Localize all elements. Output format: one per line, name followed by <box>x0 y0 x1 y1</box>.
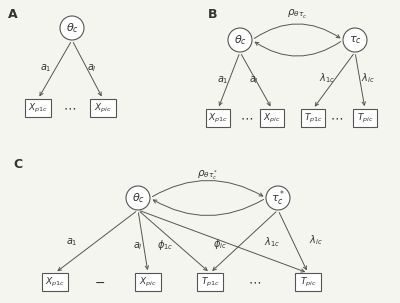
Text: B: B <box>208 8 218 21</box>
Text: $\cdots$: $\cdots$ <box>248 275 262 288</box>
Text: $T_{pic}$: $T_{pic}$ <box>300 275 316 288</box>
FancyBboxPatch shape <box>90 99 116 117</box>
Text: $\phi_{1c}$: $\phi_{1c}$ <box>157 238 173 252</box>
Text: $\cdots$: $\cdots$ <box>240 112 254 125</box>
Text: $\lambda_{1c}$: $\lambda_{1c}$ <box>319 71 335 85</box>
FancyBboxPatch shape <box>25 99 51 117</box>
Text: A: A <box>8 8 18 21</box>
Text: $T_{p1c}$: $T_{p1c}$ <box>304 112 322 125</box>
Text: $T_{pic}$: $T_{pic}$ <box>357 112 373 125</box>
Text: $\lambda_{ic}$: $\lambda_{ic}$ <box>361 71 375 85</box>
FancyBboxPatch shape <box>206 109 230 127</box>
Circle shape <box>228 28 252 52</box>
Text: $\theta_c$: $\theta_c$ <box>234 33 246 47</box>
Text: $\rho_{\theta\tau_c^*}$: $\rho_{\theta\tau_c^*}$ <box>198 168 218 182</box>
Text: $a_I$: $a_I$ <box>249 74 259 86</box>
Text: $X_{p1c}$: $X_{p1c}$ <box>208 112 228 125</box>
Text: $a_1$: $a_1$ <box>66 236 78 248</box>
Text: $X_{pic}$: $X_{pic}$ <box>139 275 157 288</box>
Text: $\phi_{ic}$: $\phi_{ic}$ <box>213 237 227 251</box>
FancyBboxPatch shape <box>301 109 325 127</box>
Circle shape <box>60 16 84 40</box>
Circle shape <box>126 186 150 210</box>
Circle shape <box>266 186 290 210</box>
Text: C: C <box>13 158 22 171</box>
Text: $a_1$: $a_1$ <box>217 74 229 86</box>
FancyBboxPatch shape <box>260 109 284 127</box>
Text: $\lambda_{ic}$: $\lambda_{ic}$ <box>309 233 323 247</box>
FancyBboxPatch shape <box>197 273 223 291</box>
Text: $X_{p1c}$: $X_{p1c}$ <box>28 102 48 115</box>
FancyBboxPatch shape <box>295 273 321 291</box>
Text: $\rho_{\theta\tau_c}$: $\rho_{\theta\tau_c}$ <box>287 8 307 21</box>
FancyBboxPatch shape <box>42 273 68 291</box>
Text: $X_{pic}$: $X_{pic}$ <box>263 112 281 125</box>
Text: $a_I$: $a_I$ <box>133 240 143 252</box>
Text: $\tau_c$: $\tau_c$ <box>348 34 362 46</box>
Text: $\theta_c$: $\theta_c$ <box>132 191 144 205</box>
Text: $\cdots$: $\cdots$ <box>330 112 344 125</box>
Text: $a_I$: $a_I$ <box>87 62 97 74</box>
Text: $-$: $-$ <box>94 275 106 288</box>
Text: $T_{p1c}$: $T_{p1c}$ <box>200 275 220 288</box>
Text: $\cdots$: $\cdots$ <box>64 102 76 115</box>
Text: $\tau_c^*$: $\tau_c^*$ <box>271 188 285 208</box>
Text: $X_{p1c}$: $X_{p1c}$ <box>45 275 65 288</box>
Text: $\theta_c$: $\theta_c$ <box>66 21 78 35</box>
Text: $a_1$: $a_1$ <box>40 62 52 74</box>
Text: $\lambda_{1c}$: $\lambda_{1c}$ <box>264 235 280 249</box>
FancyBboxPatch shape <box>135 273 161 291</box>
Circle shape <box>343 28 367 52</box>
FancyBboxPatch shape <box>353 109 377 127</box>
Text: $X_{pic}$: $X_{pic}$ <box>94 102 112 115</box>
